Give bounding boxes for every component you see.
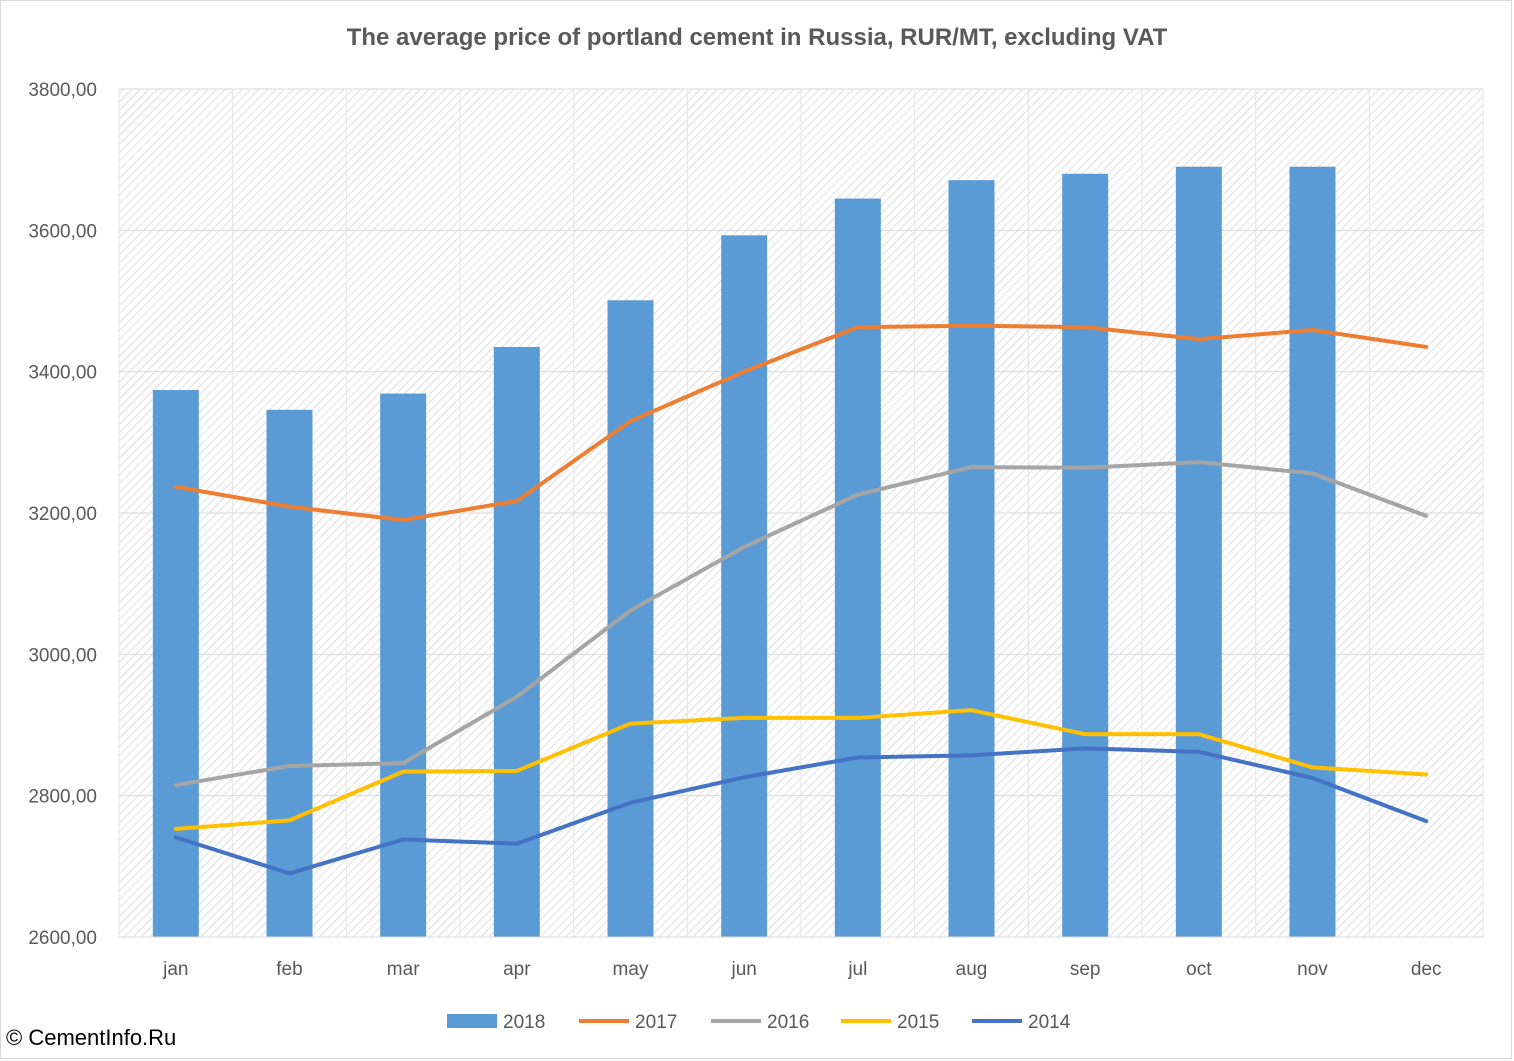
- chart-title: The average price of portland cement in …: [346, 24, 1168, 51]
- legend-label-2015: 2015: [897, 1012, 939, 1033]
- x-tick-label: jun: [730, 959, 756, 980]
- x-tick-label: apr: [503, 959, 531, 980]
- bar-2018-mar: [380, 393, 427, 937]
- legend: 2018 2017 2016 2015 2014: [447, 1012, 1071, 1033]
- line-series-2017: [173, 323, 1429, 523]
- x-tick-label: oct: [1186, 959, 1212, 980]
- legend-swatch-2018: [447, 1014, 497, 1028]
- y-tick-label: 3000,00: [28, 645, 97, 666]
- bar-2018-sep: [1062, 173, 1109, 938]
- bar-2018-feb: [266, 409, 313, 937]
- x-tick-label: nov: [1297, 959, 1328, 980]
- bar-2018-jul: [834, 198, 881, 938]
- y-tick-label: 2800,00: [28, 787, 97, 808]
- bar-2018-jan: [152, 390, 199, 937]
- line-series: [173, 323, 1429, 876]
- line-series-2016: [173, 460, 1429, 788]
- bar-2018-jun: [721, 235, 768, 937]
- y-tick-label: 3800,00: [28, 80, 97, 101]
- line-series-2014: [173, 746, 1429, 876]
- y-axis: 2600,00 2800,00 3000,00 3200,00 3400,00 3600,…: [28, 80, 97, 949]
- legend-label-2017: 2017: [635, 1012, 677, 1033]
- x-tick-label: sep: [1070, 959, 1101, 980]
- line-series-2015: [173, 708, 1429, 831]
- x-tick-label: jul: [847, 959, 867, 980]
- bar-2018-oct: [1175, 166, 1222, 937]
- x-tick-label: feb: [276, 959, 302, 980]
- copyright-text: © CementInfo.Ru: [6, 1025, 177, 1050]
- x-axis: jan feb mar apr may jun jul aug sep oct nov dec: [119, 936, 1483, 980]
- bar-2018-apr: [493, 346, 540, 937]
- x-tick-label: dec: [1411, 959, 1442, 980]
- bar-2018-may: [607, 300, 654, 937]
- y-tick-label: 3400,00: [28, 363, 97, 384]
- legend-label-2014: 2014: [1028, 1012, 1071, 1033]
- y-tick-label: 2600,00: [28, 928, 97, 949]
- legend-label-2016: 2016: [767, 1012, 809, 1033]
- x-tick-label: jan: [162, 959, 188, 980]
- x-tick-label: aug: [956, 959, 988, 980]
- bar-2018-nov: [1289, 166, 1336, 937]
- bar-series: [152, 166, 1336, 938]
- x-tick-label: may: [613, 959, 649, 980]
- x-tick-label: mar: [387, 959, 420, 980]
- bar-2018-aug: [948, 180, 995, 937]
- legend-label-2018: 2018: [503, 1012, 545, 1033]
- y-tick-label: 3200,00: [28, 504, 97, 525]
- y-tick-label: 3600,00: [28, 221, 97, 242]
